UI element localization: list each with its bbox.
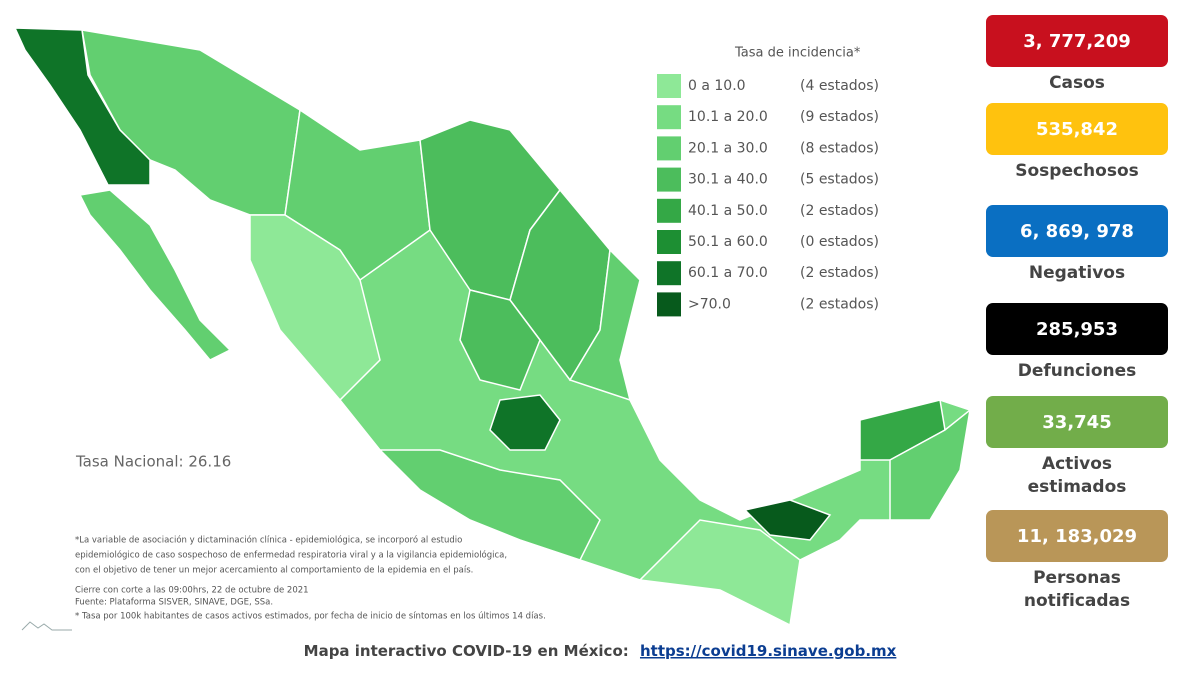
- state: [743, 499, 832, 541]
- stat-label: Personas: [1033, 568, 1121, 588]
- legend-title: Tasa de incidencia*: [734, 46, 861, 61]
- stat-box: [986, 510, 1168, 562]
- footnote: epidemiológico de caso sospechoso de enf…: [75, 550, 507, 561]
- legend-count: (0 estados): [800, 234, 879, 250]
- state: [13, 27, 151, 186]
- legend-count: (8 estados): [800, 140, 879, 156]
- stat-value: 11, 183,029: [1017, 526, 1137, 547]
- stat-label: Sospechosos: [1015, 161, 1139, 181]
- state: [78, 189, 232, 361]
- footer-text: Mapa interactivo COVID-19 en México:: [304, 642, 629, 660]
- stat-value: 33,745: [1042, 412, 1111, 433]
- footer-link[interactable]: https://covid19.sinave.gob.mx: [640, 642, 897, 660]
- footer: Mapa interactivo COVID-19 en México: htt…: [304, 642, 897, 660]
- legend-range: >70.0: [688, 296, 731, 312]
- footnote: con el objetivo de tener un mejor acerca…: [75, 566, 473, 576]
- stat-value: 6, 869, 978: [1020, 221, 1134, 242]
- legend-count: (5 estados): [800, 172, 879, 188]
- legend-count: (2 estados): [800, 296, 879, 312]
- stats-panel: 3, 777,209 Casos 535,842 Sospechosos 6, 869,…: [986, 15, 1168, 611]
- stat-label: Negativos: [1029, 263, 1125, 283]
- stat-value: 535,842: [1036, 119, 1118, 140]
- state: [889, 408, 972, 521]
- legend-range: 20.1 a 30.0: [688, 140, 768, 156]
- legend-count: (2 estados): [800, 203, 879, 219]
- legend-count: (9 estados): [800, 109, 879, 125]
- stat-label: Defunciones: [1018, 361, 1137, 381]
- stat-label: notificadas: [1024, 591, 1130, 611]
- legend-swatch: [657, 230, 681, 254]
- stat-box: [986, 303, 1168, 355]
- stat-value: 3, 777,209: [1023, 31, 1131, 52]
- stat-value: 285,953: [1036, 319, 1118, 340]
- state: [568, 248, 641, 402]
- footnote: Fuente: Plataforma SISVER, SINAVE, DGE, …: [75, 598, 273, 608]
- legend-count: (4 estados): [800, 78, 879, 94]
- legend-range: 60.1 a 70.0: [688, 265, 768, 281]
- state: [459, 289, 541, 391]
- state: [638, 519, 801, 627]
- legend-range: 0 a 10.0: [688, 78, 746, 94]
- logo: [21, 621, 72, 631]
- legend-swatch: [657, 292, 681, 317]
- legend-range: 40.1 a 50.0: [688, 203, 768, 219]
- national-rate: Tasa Nacional: 26.16: [75, 453, 231, 471]
- state: [249, 214, 381, 402]
- state: [489, 394, 561, 451]
- legend: Tasa de incidencia* 0 a 10.0 (4 estados) 1…: [657, 46, 879, 317]
- stat-box: [986, 15, 1168, 67]
- legend-swatch: [657, 74, 681, 98]
- stat-box: [986, 396, 1168, 448]
- stat-box: [986, 205, 1168, 257]
- legend-swatch: [657, 167, 681, 192]
- stat-label: Activos: [1042, 454, 1112, 474]
- legend-swatch: [657, 261, 681, 286]
- footnote: * Tasa por 100k habitantes de casos acti…: [75, 612, 546, 622]
- legend-count: (2 estados): [800, 265, 879, 281]
- legend-swatch: [657, 105, 681, 130]
- stat-label: Casos: [1049, 73, 1105, 93]
- footnote: *La variable de asociación y dictaminaci…: [75, 535, 462, 546]
- stat-box: [986, 103, 1168, 155]
- legend-swatch: [657, 198, 681, 223]
- footnote: Cierre con corte a las 09:00hrs, 22 de o…: [75, 586, 309, 596]
- legend-range: 10.1 a 20.0: [688, 109, 768, 125]
- legend-range: 50.1 a 60.0: [688, 234, 768, 250]
- footnotes: *La variable de asociación y dictaminaci…: [75, 535, 546, 622]
- legend-swatch: [657, 136, 681, 161]
- state: [378, 449, 601, 561]
- legend-range: 30.1 a 40.0: [688, 172, 768, 188]
- stat-label: estimados: [1028, 477, 1127, 497]
- mexico-map: [13, 27, 972, 627]
